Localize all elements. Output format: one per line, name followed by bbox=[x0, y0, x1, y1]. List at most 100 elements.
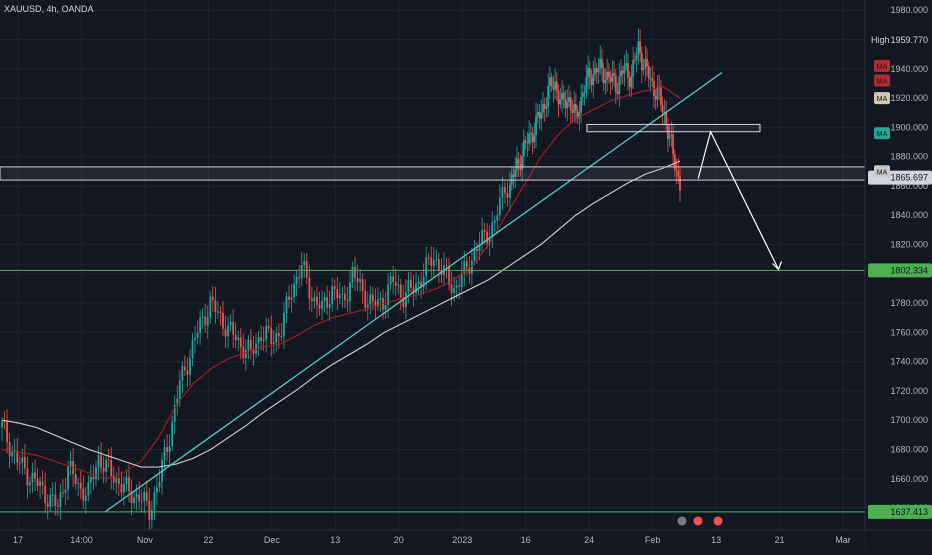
economic-event-icon bbox=[677, 516, 687, 526]
candle-body bbox=[77, 483, 79, 484]
candle-body bbox=[415, 284, 417, 293]
candle-body bbox=[369, 294, 371, 304]
candle-body bbox=[54, 494, 56, 505]
candle-body bbox=[546, 107, 548, 109]
candle-body bbox=[435, 259, 437, 260]
candle-body bbox=[263, 339, 265, 341]
candle-body bbox=[128, 477, 130, 491]
candle-body bbox=[65, 490, 67, 493]
candle-body bbox=[390, 276, 392, 284]
candle-body bbox=[637, 41, 639, 55]
candle-body bbox=[194, 338, 196, 340]
candle-body bbox=[461, 273, 463, 286]
candle-body bbox=[530, 133, 532, 134]
candle-body bbox=[329, 304, 331, 308]
candle-body bbox=[558, 91, 560, 104]
candle-body bbox=[499, 198, 501, 216]
candle-body bbox=[354, 267, 356, 278]
y-tick-label: 1920.000 bbox=[890, 93, 928, 103]
y-tick-label: 1840.000 bbox=[890, 210, 928, 220]
high-label: High bbox=[871, 35, 890, 45]
candle-body bbox=[281, 336, 283, 337]
support-band bbox=[0, 167, 865, 180]
candle-body bbox=[52, 494, 54, 495]
candle-body bbox=[397, 285, 399, 286]
candle-body bbox=[554, 82, 556, 90]
candle-body bbox=[622, 71, 624, 74]
candle-body bbox=[181, 366, 183, 380]
candle-body bbox=[670, 135, 672, 136]
candle-body bbox=[367, 305, 369, 308]
time-axis bbox=[0, 530, 865, 550]
candle-body bbox=[123, 484, 125, 492]
x-tick-label: 14:00 bbox=[70, 535, 93, 545]
forecast-path bbox=[698, 132, 778, 270]
symbol-title: XAUUSD, 4h, OANDA bbox=[4, 4, 94, 14]
candle-body bbox=[275, 333, 277, 342]
candle-body bbox=[662, 105, 664, 113]
candle-body bbox=[164, 447, 166, 460]
candle-body bbox=[67, 466, 69, 489]
candle-body bbox=[486, 232, 488, 244]
candle-body bbox=[85, 496, 87, 501]
candle-body bbox=[283, 313, 285, 337]
candle-body bbox=[62, 492, 64, 493]
candle-body bbox=[34, 473, 36, 479]
candle-body bbox=[474, 249, 476, 261]
candle-body bbox=[143, 492, 145, 501]
candle-body bbox=[113, 476, 115, 482]
candle-body bbox=[372, 294, 374, 301]
candle-body bbox=[82, 489, 84, 501]
candle-body bbox=[651, 79, 653, 82]
resistance-box bbox=[587, 124, 760, 131]
candle-body bbox=[108, 460, 110, 461]
candle-body bbox=[496, 215, 498, 220]
candle-body bbox=[573, 104, 575, 113]
candle-body bbox=[349, 282, 351, 301]
candle-body bbox=[245, 350, 247, 358]
candle-body bbox=[321, 301, 323, 309]
x-tick-label: 13 bbox=[711, 535, 721, 545]
candle-body bbox=[624, 65, 626, 73]
candle-body bbox=[433, 260, 435, 266]
candle-body bbox=[446, 265, 448, 266]
candle-body bbox=[357, 278, 359, 282]
candle-body bbox=[410, 280, 412, 288]
candle-body bbox=[70, 461, 72, 466]
low-price-label: 1637.413 bbox=[890, 507, 928, 517]
candle-body bbox=[400, 285, 402, 297]
candle-body bbox=[103, 468, 105, 472]
candle-body bbox=[209, 296, 211, 316]
candle-body bbox=[618, 76, 620, 94]
candle-body bbox=[613, 73, 615, 76]
current-price-label: 1865.697 bbox=[890, 173, 928, 183]
candle-body bbox=[526, 142, 528, 143]
candle-body bbox=[648, 66, 650, 79]
candle-body bbox=[603, 68, 605, 83]
candle-body bbox=[582, 93, 584, 97]
candle-body bbox=[629, 77, 631, 87]
ma-badge-label: MA bbox=[877, 131, 888, 138]
candle-body bbox=[362, 279, 364, 291]
candle-body bbox=[240, 337, 242, 346]
candle-body bbox=[625, 63, 627, 65]
candle-body bbox=[199, 318, 201, 333]
candle-body bbox=[24, 457, 26, 468]
candle-body bbox=[286, 296, 288, 313]
candle-body bbox=[643, 68, 645, 70]
candle-body bbox=[87, 482, 89, 495]
candle-body bbox=[657, 87, 659, 99]
candle-body bbox=[57, 506, 59, 507]
candle-body bbox=[494, 221, 496, 223]
candle-body bbox=[606, 72, 608, 80]
candle-body bbox=[314, 297, 316, 302]
candle-body bbox=[247, 340, 249, 351]
candle-body bbox=[568, 97, 570, 102]
y-tick-label: 1900.000 bbox=[890, 122, 928, 132]
candle-body bbox=[451, 285, 453, 293]
candle-body bbox=[418, 282, 420, 284]
candle-body bbox=[296, 277, 298, 284]
uptrend-line bbox=[105, 73, 722, 512]
